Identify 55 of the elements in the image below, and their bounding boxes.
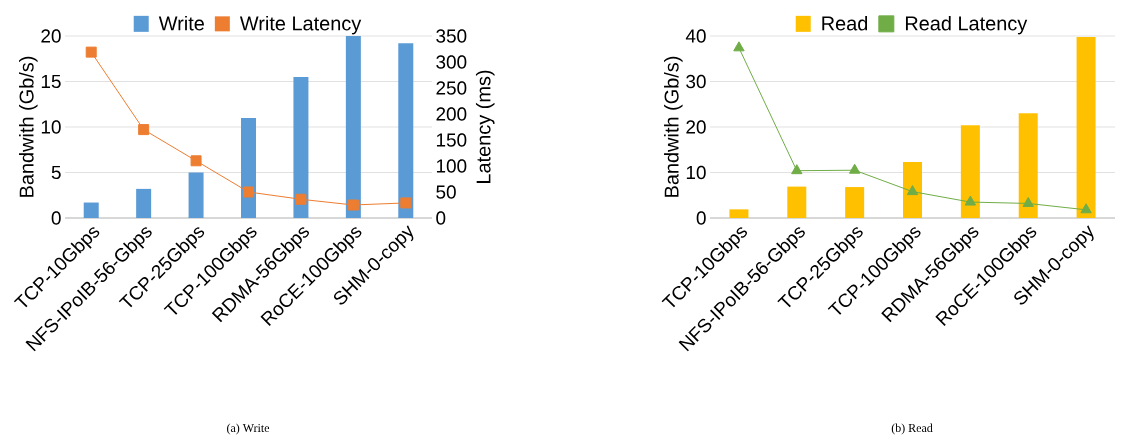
bar <box>729 209 749 218</box>
y-axis-title: Bandwith (Gb/s) <box>19 56 38 197</box>
bar <box>188 172 204 218</box>
point <box>243 186 254 198</box>
y-axis-title: Bandwith (Gb/s) <box>664 56 683 197</box>
point <box>1022 196 1034 207</box>
legend-label: Write Latency <box>239 15 362 35</box>
point <box>190 155 202 167</box>
point <box>848 163 861 174</box>
y-tick-label: 10 <box>41 120 61 134</box>
text: (a) Write <box>227 423 270 435</box>
point <box>400 197 412 209</box>
bar <box>1076 36 1096 218</box>
y2-tick-label: 100 <box>436 159 467 173</box>
y-tick-label: 10 <box>686 165 706 180</box>
bar <box>1018 113 1038 218</box>
legend-label: Write <box>158 15 204 31</box>
y2-tick-label: 150 <box>436 133 467 147</box>
y2-tick-label: 350 <box>436 29 467 43</box>
y2-tick-label: 50 <box>436 185 456 199</box>
point <box>138 124 150 136</box>
legend-label: Read Latency <box>905 15 1028 35</box>
bar <box>345 36 361 218</box>
y2-tick-label: 200 <box>436 107 467 121</box>
point <box>1080 203 1092 214</box>
y-tick-label: 20 <box>686 120 706 134</box>
point <box>906 185 919 196</box>
bar <box>293 76 309 218</box>
y-tick-label: 20 <box>41 29 61 43</box>
point <box>791 164 803 175</box>
y-tick-label: 40 <box>685 29 706 43</box>
point <box>964 195 977 206</box>
y-tick-label: 0 <box>51 211 61 225</box>
bar <box>903 162 923 218</box>
y2-tick-label: 300 <box>436 55 467 69</box>
bar <box>83 202 99 218</box>
y2-axis-title: Latency (ms) <box>475 70 495 183</box>
text: (b) Read <box>891 423 933 435</box>
bar <box>787 186 807 218</box>
bar <box>398 43 414 218</box>
y2-tick-label: 0 <box>436 211 446 225</box>
point <box>295 193 307 205</box>
bar <box>241 117 256 218</box>
legend-label: Read <box>822 15 868 31</box>
y2-tick-label: 250 <box>436 81 467 95</box>
point <box>733 41 745 52</box>
y-tick-label: 15 <box>41 74 61 89</box>
y-tick-label: 30 <box>686 74 706 89</box>
bar <box>960 125 980 218</box>
bar <box>845 187 865 218</box>
y-tick-label: 5 <box>51 165 61 180</box>
y-tick-label: 0 <box>696 211 706 225</box>
bar <box>136 188 152 218</box>
point <box>347 199 359 211</box>
point <box>85 46 97 58</box>
